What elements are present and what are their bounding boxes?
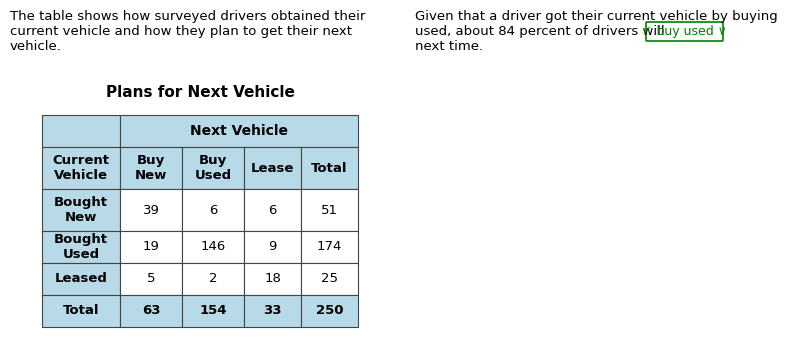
Text: Bought
New: Bought New — [54, 196, 108, 224]
Bar — [42, 147, 120, 189]
Bar — [42, 295, 120, 327]
Bar — [182, 263, 244, 295]
Bar — [244, 263, 301, 295]
Bar — [42, 189, 120, 231]
Text: Next Vehicle: Next Vehicle — [190, 124, 288, 138]
Text: Total: Total — [62, 305, 99, 318]
Text: Buy
New: Buy New — [135, 154, 167, 182]
Bar — [301, 147, 358, 189]
Text: Leased: Leased — [54, 272, 107, 285]
Text: 9: 9 — [268, 240, 277, 253]
Text: Bought
Used: Bought Used — [54, 233, 108, 261]
Bar — [301, 295, 358, 327]
Text: 146: 146 — [200, 240, 226, 253]
Bar — [120, 295, 182, 327]
Bar — [120, 263, 182, 295]
Bar — [301, 189, 358, 231]
Bar — [244, 231, 301, 263]
Bar — [301, 263, 358, 295]
Bar — [120, 231, 182, 263]
Text: 6: 6 — [268, 203, 277, 216]
Text: 5: 5 — [146, 272, 155, 285]
Text: next time.: next time. — [415, 40, 483, 53]
Bar — [244, 147, 301, 189]
Bar — [120, 115, 358, 147]
Text: 19: 19 — [142, 240, 159, 253]
Text: Current
Vehicle: Current Vehicle — [53, 154, 110, 182]
Text: 250: 250 — [316, 305, 343, 318]
Text: 33: 33 — [263, 305, 282, 318]
Text: 25: 25 — [321, 272, 338, 285]
Bar — [301, 231, 358, 263]
Bar — [120, 189, 182, 231]
Bar — [42, 231, 120, 263]
Text: used, about 84 percent of drivers will: used, about 84 percent of drivers will — [415, 25, 669, 38]
Bar — [182, 189, 244, 231]
Bar — [182, 295, 244, 327]
Text: Buy
Used: Buy Used — [194, 154, 231, 182]
Text: Given that a driver got their current vehicle by buying: Given that a driver got their current ve… — [415, 10, 778, 23]
Text: 154: 154 — [199, 305, 226, 318]
Bar — [42, 263, 120, 295]
Bar — [42, 115, 120, 147]
Text: 51: 51 — [321, 203, 338, 216]
Bar — [120, 147, 182, 189]
Bar — [244, 189, 301, 231]
Bar — [244, 295, 301, 327]
Text: 39: 39 — [142, 203, 159, 216]
Text: Plans for Next Vehicle: Plans for Next Vehicle — [106, 85, 294, 100]
Text: 2: 2 — [209, 272, 218, 285]
Text: 18: 18 — [264, 272, 281, 285]
FancyBboxPatch shape — [646, 22, 723, 41]
Text: 6: 6 — [209, 203, 217, 216]
Text: ✓ buy used ∨: ✓ buy used ∨ — [642, 25, 726, 38]
Bar — [182, 231, 244, 263]
Text: The table shows how surveyed drivers obtained their
current vehicle and how they: The table shows how surveyed drivers obt… — [10, 10, 366, 53]
Text: Lease: Lease — [251, 162, 294, 175]
Bar — [182, 147, 244, 189]
Text: 63: 63 — [142, 305, 160, 318]
Text: 174: 174 — [317, 240, 342, 253]
Text: Total: Total — [311, 162, 348, 175]
